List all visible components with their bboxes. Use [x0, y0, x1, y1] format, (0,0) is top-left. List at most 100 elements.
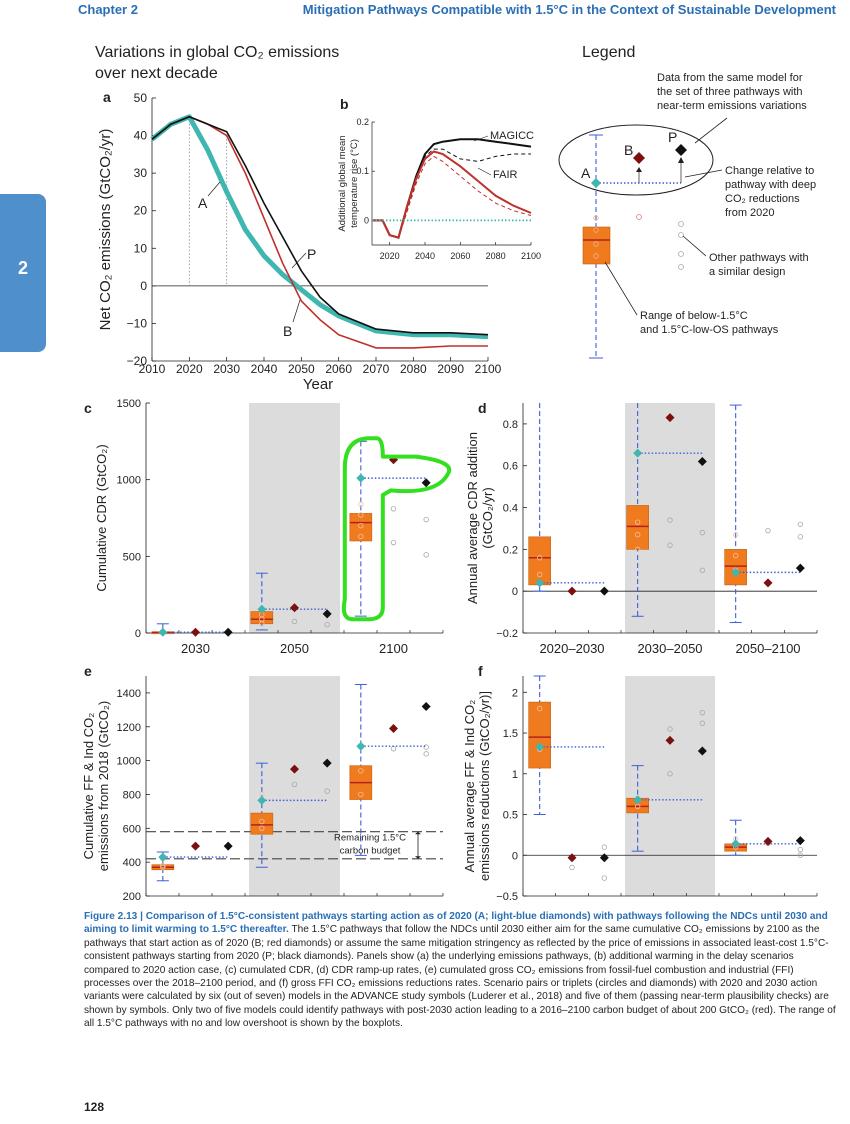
panel-d-y-tick-label: −0.2: [496, 628, 518, 640]
panel-c-y-tick-label: 1500: [117, 398, 141, 410]
panel-d-circle-marker: [797, 521, 804, 527]
panel-b-x-tick-label: 2040: [415, 251, 435, 261]
panel-f-diamond-A: [535, 742, 545, 752]
panel-e-circle-marker: [291, 781, 298, 788]
panel-d-group-label: 2020–2030: [539, 641, 604, 656]
legend-note-same-model: near-term emissions variations: [657, 100, 807, 112]
panel-e-diamond-A: [257, 795, 267, 805]
page-number: 128: [84, 1100, 105, 1114]
panel-f-y-tick-label: 0: [512, 850, 518, 862]
panel-a-x-tick-label: 2040: [251, 362, 278, 376]
panel-a-y-tick-label: −10: [127, 316, 148, 330]
panel-c-diamond-A: [356, 473, 366, 483]
panel-e-y-axis-label: Cumulative FF & Ind CO₂: [81, 713, 96, 860]
panel-a-title-line1: Variations in global CO₂ emissions: [95, 44, 339, 61]
panel-e-circle-marker: [358, 791, 364, 798]
panel-e-diamond-B: [290, 764, 299, 774]
panel-b-label-fair: FAIR: [493, 169, 518, 181]
panel-e-diamond-A: [356, 741, 366, 751]
panel-b-y-tick-label: 0.1: [356, 166, 369, 176]
legend-box: [582, 226, 611, 265]
panel-a-x-tick-label: 2080: [400, 362, 427, 376]
panel-b-y-tick-label: 0.2: [356, 117, 369, 127]
panel-d-circle-marker: [634, 532, 641, 538]
panel-f-diamond-A: [633, 795, 643, 805]
panel-d-group-label: 2030–2050: [637, 641, 702, 656]
panel-e-y-axis-label: emissions from 2018 (GtCO₂): [96, 701, 111, 871]
panel-d-diamond-P: [599, 586, 609, 596]
legend-arrowhead-B: [636, 167, 642, 172]
chapter-title-header: Mitigation Pathways Compatible with 1.5°…: [302, 2, 836, 17]
panel-f-circle-marker: [667, 771, 673, 777]
panel-d-y-tick-label: 0.6: [503, 461, 518, 473]
panel-f-circle-marker: [601, 844, 608, 850]
panel-a-x-tick-label: 2060: [325, 362, 352, 376]
panel-c-diamond-P: [223, 627, 233, 637]
figure-2-13: Variations in global CO₂ emissions over n…: [81, 44, 818, 903]
panel-a-x-tick-label: 2030: [213, 362, 240, 376]
panel-d-box: [528, 536, 551, 586]
panel-c-diamond-P: [322, 609, 332, 619]
panel-a-label-P: P: [307, 246, 316, 262]
legend-title: Legend: [582, 44, 635, 61]
panel-e-diamond-B: [389, 723, 398, 733]
chapter-header: Chapter 2: [78, 2, 138, 17]
legend-ellipse: [558, 124, 714, 196]
panel-b-label: b: [340, 96, 349, 112]
panel-c-circle-marker: [390, 506, 397, 512]
panel-e-budget-label-1: Remaining 1.5°C: [334, 832, 406, 843]
panel-c-circle-marker: [358, 533, 364, 540]
panel-b-y-tick-label: 0: [364, 215, 369, 225]
panel-b-y-axis-label-1: Additional global mean: [337, 135, 348, 231]
panel-b-series-0: [372, 138, 532, 239]
panel-a-title-line2: over next decade: [95, 65, 218, 82]
panel-d-y-tick-label: 0.4: [503, 503, 518, 515]
panel-e-circle-marker: [423, 744, 429, 750]
panel-d-label: d: [478, 400, 487, 416]
panel-f-diamond-A: [731, 839, 741, 849]
panel-b-x-tick-label: 2080: [486, 251, 506, 261]
panel-f-circle-marker: [699, 720, 706, 726]
panel-c-diamond-A: [158, 627, 168, 637]
panel-d-y-axis-label: Annual average CDR addition: [465, 432, 480, 604]
panel-d-circle-marker: [699, 567, 706, 573]
legend-circle-marker: [593, 241, 599, 247]
panel-c-group-label: 2050: [280, 641, 309, 656]
panel-a-y-tick-label: 30: [134, 166, 148, 180]
panel-f-circle-marker: [667, 726, 673, 732]
panel-e-y-tick-label: 200: [123, 891, 141, 903]
panel-c-circle-marker: [358, 512, 364, 518]
panel-b-x-tick-label: 2060: [450, 251, 470, 261]
panel-c-circle-marker: [358, 522, 364, 529]
legend-leader-change: [684, 169, 723, 178]
panel-a-y-axis-label: Net CO₂ emissions (GtCO₂/yr): [97, 129, 114, 331]
panel-f-diamond-B: [763, 836, 773, 846]
panel-d-circle-marker: [536, 555, 543, 561]
legend-note-change: Change relative to: [725, 165, 814, 177]
legend-diamond-B: [633, 152, 645, 164]
panel-a-x-tick-label: 2070: [363, 362, 390, 376]
panel-a-series-B: [151, 116, 488, 349]
panel-a-leader-B: [292, 299, 301, 323]
panel-f-y-axis-label: emissions reductions (GtCO₂/yr)]: [477, 691, 492, 881]
panel-a-y-tick-label: −20: [127, 354, 148, 368]
panel-f-circle-marker: [699, 709, 706, 716]
panel-a-x-tick-label: 2090: [437, 362, 464, 376]
legend-leader-other: [682, 235, 707, 257]
side-tab-number: 2: [17, 258, 28, 278]
panel-d-box: [724, 549, 747, 586]
legend-circle-marker: [678, 264, 684, 270]
panel-c-circle-marker: [291, 618, 298, 625]
panel-d-circle-marker: [667, 542, 673, 548]
legend-note-change: pathway with deep: [725, 179, 816, 191]
panel-c-y-tick-label: 1000: [117, 475, 141, 487]
panel-a-x-tick-label: 2020: [176, 362, 203, 376]
panel-a-y-tick-label: 0: [140, 279, 147, 293]
panel-b-series-3: [372, 155, 532, 239]
panel-c-y-tick-label: 0: [135, 628, 141, 640]
legend-note-same-model: the set of three pathways with: [657, 86, 803, 98]
panel-c-diamond-B: [191, 627, 200, 637]
panel-e-shaded-region: [249, 676, 340, 896]
panel-e-diamond-A: [158, 852, 168, 862]
panel-d-y-tick-label: 0.2: [503, 544, 518, 556]
